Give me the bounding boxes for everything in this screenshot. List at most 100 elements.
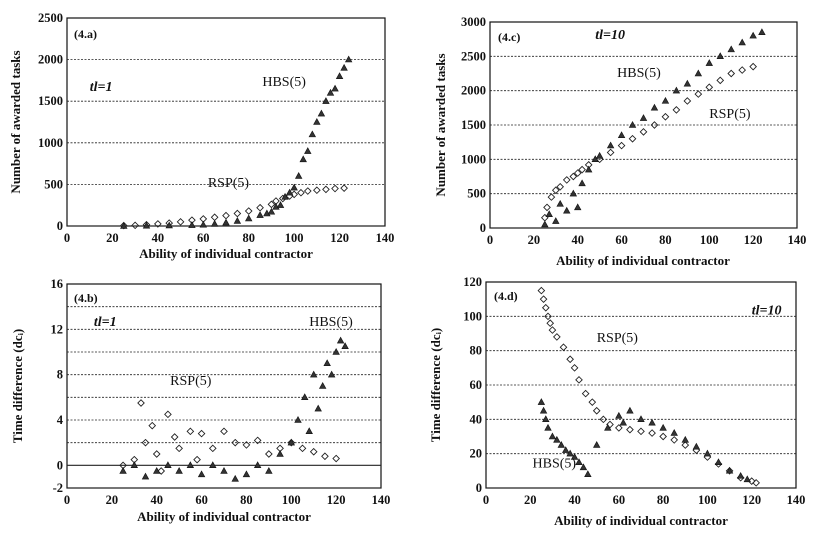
annotations: tl=10 RSP(5) HBS(5) — [533, 304, 782, 472]
triangle-point — [563, 206, 571, 214]
triangle-point — [313, 117, 321, 125]
x-tick-label: 120 — [744, 233, 763, 247]
triangle-point — [141, 472, 150, 480]
triangle-point — [233, 216, 242, 224]
diamond-point — [340, 184, 348, 192]
diamond-point — [141, 438, 150, 447]
triangle-point — [749, 31, 757, 39]
x-axis-label: Ability of individual contractor — [137, 509, 311, 524]
diamond-point — [244, 207, 253, 215]
x-tick-labels: 0 20 40 60 80 100 120 140 — [483, 493, 806, 507]
triangle-point — [335, 72, 344, 79]
x-axis-label: Ability of individual contractor — [139, 246, 313, 261]
diamond-point — [175, 444, 183, 453]
series-annotation: HBS(5) — [262, 75, 306, 90]
diamond-point — [148, 421, 157, 430]
annotations: tl=1 HBS(5) RSP(5) — [94, 315, 353, 389]
y-axis-label: Time difference (dcᵢ) — [428, 328, 443, 442]
triangle-point — [197, 470, 206, 478]
diamond-point — [551, 186, 560, 195]
triangle-point — [256, 211, 264, 218]
y-tick-label: 0 — [57, 458, 63, 472]
y-tick-label: -2 — [53, 481, 63, 495]
diamond-point — [683, 97, 692, 105]
x-tick-label: 0 — [487, 233, 493, 247]
triangle-point — [694, 69, 703, 77]
triangle-point — [544, 423, 552, 431]
triangle-point — [245, 214, 253, 222]
diamond-point — [152, 450, 161, 458]
triangle-point — [294, 415, 302, 423]
diamond-point — [119, 221, 128, 230]
series-annotation: HBS(5) — [617, 66, 661, 81]
triangle-point — [545, 210, 553, 217]
x-tick-labels: 0 20 40 60 80 100 120 140 — [64, 493, 391, 507]
triangle-point — [220, 466, 228, 474]
triangle-point — [574, 203, 582, 211]
y-tick-label: 2000 — [38, 53, 63, 67]
x-tick-label: 140 — [788, 233, 807, 247]
x-tick-label: 100 — [698, 493, 717, 507]
diamond-point — [661, 112, 670, 121]
triangle-point — [327, 370, 336, 378]
x-tick-label: 60 — [613, 493, 626, 507]
diamond-point — [694, 90, 703, 98]
triangle-point — [317, 109, 326, 117]
series-annotation: HBS(5) — [309, 315, 353, 330]
triangle-point — [165, 221, 173, 229]
y-tick-label: 1000 — [461, 152, 486, 166]
plot-frame — [66, 17, 386, 227]
triangle-point — [130, 461, 138, 469]
triangle-point — [276, 449, 284, 457]
y-tick-label: 4 — [57, 413, 64, 427]
x-tick-label: 0 — [64, 231, 70, 245]
y-axis-label: Time difference (dcᵢ) — [10, 329, 25, 443]
triangle-point — [322, 97, 330, 104]
triangle-point — [281, 192, 289, 200]
triangle-point — [323, 359, 331, 367]
diamond-point — [544, 312, 552, 321]
triangle-point — [743, 475, 751, 483]
y-tick-labels: -2 0 4 8 12 16 — [51, 277, 64, 495]
diamond-point — [298, 444, 307, 453]
triangle-point — [584, 165, 593, 173]
triangle-point — [326, 88, 335, 96]
diamond-point — [670, 436, 679, 444]
diamond-point — [210, 213, 219, 222]
diamond-point — [321, 452, 329, 461]
y-tick-label: 1500 — [38, 94, 63, 108]
diamond-point — [222, 211, 230, 220]
diamond-point — [566, 355, 574, 364]
diamond-point — [309, 447, 318, 456]
triangle-point — [548, 432, 557, 440]
diamond-point — [575, 376, 583, 384]
triangle-point — [650, 103, 659, 111]
triangle-point — [738, 38, 746, 46]
y-tick-label: 120 — [463, 275, 482, 289]
diamond-point — [659, 432, 667, 441]
triangle-point — [639, 114, 648, 121]
diamond-point — [267, 200, 276, 209]
diamond-point — [322, 185, 330, 194]
x-tick-label: 140 — [372, 493, 391, 507]
y-tick-label: 0 — [57, 219, 63, 233]
diamond-point — [303, 187, 312, 195]
x-tick-label: 100 — [700, 233, 719, 247]
triangle-point — [604, 423, 612, 431]
diamond-point — [233, 209, 242, 218]
triangle-point — [705, 59, 713, 66]
diamond-point — [716, 76, 725, 85]
y-axis-label: Number of awarded tasks — [8, 50, 23, 193]
diamond-point — [137, 399, 145, 407]
y-tick-labels: 0 20 40 60 80 100 120 — [463, 275, 482, 495]
triangle-point — [556, 199, 564, 207]
triangle-point — [267, 207, 276, 215]
diamond-point — [265, 450, 273, 458]
triangle-point — [314, 404, 322, 412]
triangle-point — [199, 220, 207, 228]
diamond-point — [331, 184, 339, 193]
panel-tag: (4.a) — [74, 27, 97, 41]
diamond-point — [553, 333, 561, 341]
y-tick-label: 8 — [57, 368, 63, 382]
x-tick-label: 40 — [571, 233, 584, 247]
